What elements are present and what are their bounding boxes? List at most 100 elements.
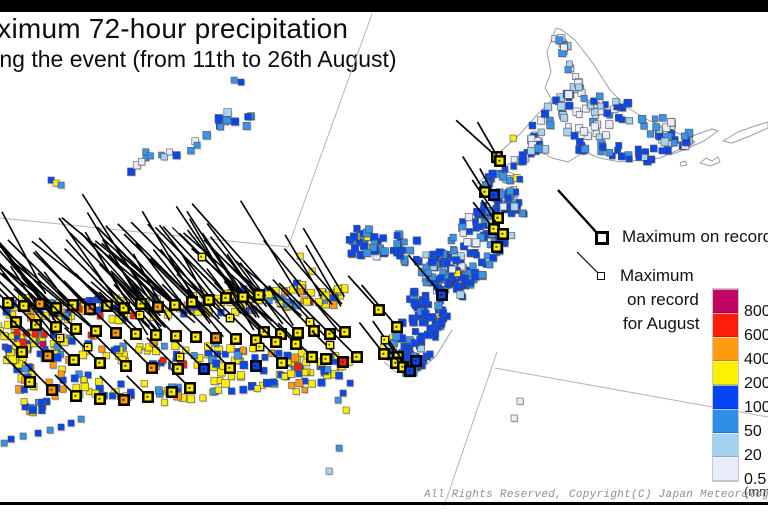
record-leader-line [123,233,193,303]
precip-square [452,256,461,264]
precip-square [540,109,549,118]
precip-square [435,248,444,257]
precip-square [670,139,678,147]
station-dot [190,300,193,303]
precip-square [95,378,103,386]
precip-square [463,238,472,247]
station-dot [200,255,202,258]
precip-square [625,117,633,125]
precip-square [329,300,338,309]
station-dot [408,369,411,372]
precip-square [202,131,211,140]
precip-square [477,258,486,267]
precip-square [506,177,513,185]
record-leader-line [283,248,333,306]
station-dot [146,395,149,398]
precip-square [0,439,8,447]
station-dot [50,388,53,391]
figure-title-line1: Maximum 72-hour precipitation [0,13,349,44]
precip-square [527,134,536,143]
region-boundary-line [443,351,498,507]
legend-maximum-on-record-marker [595,231,609,245]
precip-square [575,83,583,91]
station-dot [280,361,283,364]
precip-square [453,269,461,277]
station-dot [46,354,49,357]
record-leader-line [203,239,260,296]
station-dot [173,303,176,306]
record-leader-line [33,319,75,361]
precip-square [406,246,414,255]
precip-square [473,251,480,259]
station-dot [176,367,179,370]
station-dot [382,352,385,355]
precip-square [359,242,369,251]
station-dot [310,355,313,358]
station-dot [154,333,157,336]
station-dot [328,343,330,346]
precip-square [57,423,65,431]
precip-square [67,419,75,427]
precip-square [84,371,92,379]
precip-square [293,362,302,371]
precip-square [199,394,207,402]
precip-square [595,92,604,100]
precip-square [426,350,434,358]
station-dot [440,293,443,296]
precip-square [72,383,80,392]
precip-square [642,148,649,155]
precip-square [117,380,125,388]
station-dot [395,325,398,328]
station-dot [279,332,282,335]
precip-square [565,60,573,68]
colorbar-swatch-50 [713,409,738,433]
precip-square [59,385,67,393]
coastline-outline [722,121,768,144]
precip-square [53,353,62,362]
station-dot [202,367,205,370]
station-dot [296,331,299,334]
precip-square [425,269,432,276]
precip-square [292,387,300,395]
precip-square [464,213,473,221]
station-dot [150,366,153,369]
precip-square [478,270,487,279]
precip-square [429,273,437,281]
precip-square [590,122,599,131]
record-leader-line [63,280,117,334]
precip-square [109,392,116,400]
record-leader-line [93,242,159,308]
record-leader-line [178,232,244,298]
precip-square [437,274,445,282]
legend-august-line-3: for August [623,314,700,333]
precip-square [667,118,676,127]
precip-square [380,247,389,256]
station-dot [105,304,108,307]
precip-square [0,322,3,330]
station-dot [156,305,159,308]
precip-square [646,130,654,138]
precip-square [580,94,588,102]
station-dot [94,329,97,332]
precip-square [135,346,143,354]
record-leader-line [302,259,343,305]
precip-square [506,187,514,195]
precip-square [342,406,350,414]
region-boundary-line [287,13,373,248]
precip-square [186,394,195,403]
station-dot [328,332,331,335]
station-dot [20,350,23,353]
station-dot [224,296,227,299]
precip-square [223,108,232,117]
precip-square [172,151,181,160]
precip-square [127,388,135,397]
precip-square [401,258,408,266]
colorbar-label-0.5: 0.5 [744,471,767,488]
legend-august-line-1: Maximum [620,266,694,285]
precip-square [77,415,85,423]
precip-square [14,359,24,369]
station-dot [501,232,504,235]
station-dot [86,345,88,348]
precip-square [214,350,221,358]
